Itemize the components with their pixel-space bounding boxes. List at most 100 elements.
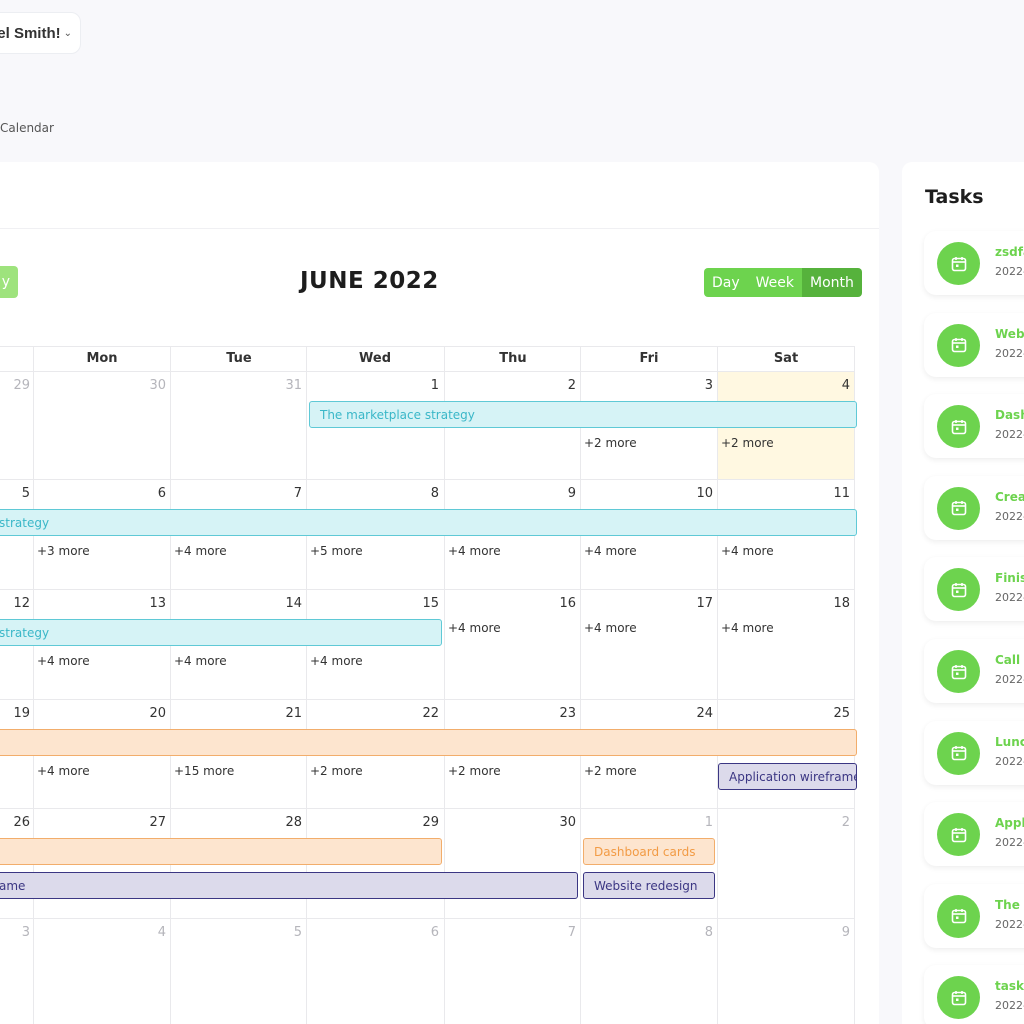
day-number[interactable]: 25 bbox=[833, 706, 850, 721]
more-events-link[interactable]: +4 more bbox=[721, 621, 774, 635]
grid-line bbox=[0, 479, 855, 480]
event-marketplace-strategy[interactable]: strategy bbox=[0, 619, 442, 646]
more-events-link[interactable]: +15 more bbox=[174, 764, 235, 778]
event-bar[interactable] bbox=[0, 838, 442, 865]
more-events-link[interactable]: +4 more bbox=[310, 654, 363, 668]
calendar-grid: Mon Tue Wed Thu Fri Sat 29 30 31 1 2 3 4… bbox=[0, 346, 857, 1024]
user-menu[interactable]: el Smith! ⌄ bbox=[0, 12, 81, 54]
day-number[interactable]: 26 bbox=[13, 815, 30, 830]
event-application-wireframe[interactable]: Application wireframe bbox=[718, 763, 857, 790]
event-dashboard-cards[interactable]: Dashboard cards bbox=[583, 838, 715, 865]
breadcrumb: Calendar bbox=[0, 121, 54, 135]
task-card[interactable]: task r 2022-0 bbox=[924, 965, 1024, 1024]
task-card[interactable]: Call w 2022-0 bbox=[924, 639, 1024, 703]
grid-line bbox=[33, 346, 34, 1024]
weekday-header: Mon bbox=[86, 351, 118, 366]
event-marketplace-strategy[interactable]: strategy bbox=[0, 509, 857, 536]
day-number[interactable]: 6 bbox=[157, 486, 166, 501]
weekday-header: Wed bbox=[359, 351, 391, 366]
day-number[interactable]: 7 bbox=[293, 486, 302, 501]
more-events-link[interactable]: +4 more bbox=[584, 621, 637, 635]
day-number[interactable]: 14 bbox=[285, 596, 302, 611]
more-events-link[interactable]: +4 more bbox=[448, 544, 501, 558]
day-number[interactable]: 3 bbox=[704, 378, 713, 393]
day-number[interactable]: 21 bbox=[285, 706, 302, 721]
weekday-header: Sat bbox=[773, 351, 799, 366]
more-events-link[interactable]: +4 more bbox=[584, 544, 637, 558]
more-events-link[interactable]: +4 more bbox=[37, 654, 90, 668]
event-bar[interactable] bbox=[0, 729, 857, 756]
task-card[interactable]: Lunch 2022-0 bbox=[924, 720, 1024, 785]
day-number[interactable]: 7 bbox=[567, 925, 576, 940]
day-number[interactable]: 13 bbox=[149, 596, 166, 611]
day-number[interactable]: 8 bbox=[430, 486, 439, 501]
day-number[interactable]: 4 bbox=[841, 378, 850, 393]
calendar-icon bbox=[937, 568, 980, 612]
day-number[interactable]: 19 bbox=[13, 706, 30, 721]
more-events-link[interactable]: +2 more bbox=[448, 764, 501, 778]
more-events-link[interactable]: +4 more bbox=[448, 621, 501, 635]
more-events-link[interactable]: +2 more bbox=[310, 764, 363, 778]
day-number[interactable]: 31 bbox=[285, 378, 302, 393]
view-switcher: Day Week Month bbox=[704, 268, 862, 297]
day-number[interactable]: 2 bbox=[841, 815, 850, 830]
day-number[interactable]: 16 bbox=[559, 596, 576, 611]
more-events-link[interactable]: +2 more bbox=[584, 764, 637, 778]
task-card[interactable]: Dashl 2022-0 bbox=[924, 394, 1024, 459]
day-number[interactable]: 15 bbox=[422, 596, 439, 611]
today-button[interactable]: y bbox=[0, 266, 18, 298]
event-website-redesign[interactable]: Website redesign bbox=[583, 872, 715, 899]
more-events-link[interactable]: +4 more bbox=[174, 654, 227, 668]
more-events-link[interactable]: +5 more bbox=[310, 544, 363, 558]
event-marketplace-strategy[interactable]: The marketplace strategy bbox=[309, 401, 857, 428]
task-card[interactable]: zsdfa 2022-0 bbox=[924, 231, 1024, 295]
task-name: Call w bbox=[995, 653, 1024, 667]
day-number[interactable]: 28 bbox=[285, 815, 302, 830]
task-card[interactable]: Applic 2022-0 bbox=[924, 802, 1024, 867]
day-number[interactable]: 10 bbox=[696, 486, 713, 501]
day-number[interactable]: 1 bbox=[704, 815, 713, 830]
day-number[interactable]: 29 bbox=[13, 378, 30, 393]
more-events-link[interactable]: +4 more bbox=[37, 764, 90, 778]
day-number[interactable]: 11 bbox=[833, 486, 850, 501]
day-number[interactable]: 20 bbox=[149, 706, 166, 721]
day-number[interactable]: 6 bbox=[430, 925, 439, 940]
day-number[interactable]: 4 bbox=[157, 925, 166, 940]
day-number[interactable]: 18 bbox=[833, 596, 850, 611]
week-view-button[interactable]: Week bbox=[747, 268, 803, 297]
task-name: zsdfa bbox=[995, 245, 1024, 259]
day-number[interactable]: 12 bbox=[13, 596, 30, 611]
task-card[interactable]: Webs 2022-0 bbox=[924, 312, 1024, 377]
grid-line bbox=[717, 346, 718, 1024]
day-number[interactable]: 2 bbox=[567, 378, 576, 393]
day-number[interactable]: 9 bbox=[567, 486, 576, 501]
tasks-title: Tasks bbox=[925, 186, 984, 208]
calendar-icon bbox=[937, 894, 980, 938]
day-view-button[interactable]: Day bbox=[704, 268, 748, 297]
day-number[interactable]: 30 bbox=[149, 378, 166, 393]
day-number[interactable]: 22 bbox=[422, 706, 439, 721]
grid-line bbox=[854, 346, 855, 1024]
task-card[interactable]: The n 2022-0 bbox=[924, 883, 1024, 948]
more-events-link[interactable]: +2 more bbox=[721, 436, 774, 450]
day-number[interactable]: 5 bbox=[21, 486, 30, 501]
more-events-link[interactable]: +3 more bbox=[37, 544, 90, 558]
month-view-button[interactable]: Month bbox=[802, 268, 862, 297]
more-events-link[interactable]: +4 more bbox=[174, 544, 227, 558]
day-number[interactable]: 23 bbox=[559, 706, 576, 721]
day-number[interactable]: 30 bbox=[559, 815, 576, 830]
event-application-wireframe[interactable]: ame bbox=[0, 872, 578, 899]
day-number[interactable]: 8 bbox=[704, 925, 713, 940]
task-card[interactable]: Finish 2022-0 bbox=[924, 557, 1024, 622]
day-number[interactable]: 5 bbox=[293, 925, 302, 940]
day-number[interactable]: 29 bbox=[422, 815, 439, 830]
day-number[interactable]: 3 bbox=[21, 925, 30, 940]
task-card[interactable]: Creat 2022-0 bbox=[924, 475, 1024, 540]
more-events-link[interactable]: +2 more bbox=[584, 436, 637, 450]
more-events-link[interactable]: +4 more bbox=[721, 544, 774, 558]
day-number[interactable]: 24 bbox=[696, 706, 713, 721]
day-number[interactable]: 17 bbox=[696, 596, 713, 611]
day-number[interactable]: 1 bbox=[430, 378, 439, 393]
day-number[interactable]: 9 bbox=[841, 925, 850, 940]
day-number[interactable]: 27 bbox=[149, 815, 166, 830]
